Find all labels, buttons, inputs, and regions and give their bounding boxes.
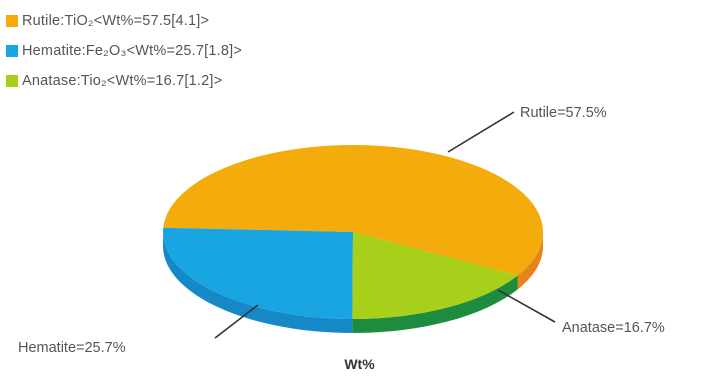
leader-line-rutile bbox=[447, 111, 515, 153]
legend-swatch-anatase bbox=[6, 75, 18, 87]
leader-line-hematite bbox=[214, 304, 259, 339]
chart-title: Wt% bbox=[344, 356, 375, 372]
pie-side-rutile bbox=[517, 232, 543, 290]
legend-label-hematite: Hematite:Fe₂O₃<Wt%=25.7[1.8]> bbox=[22, 43, 243, 59]
slice-label-rutile: Rutile=57.5% bbox=[520, 105, 607, 121]
pie-side-hematite bbox=[163, 232, 353, 333]
legend-item-anatase: Anatase:Tio₂<Wt%=16.7[1.2]> bbox=[6, 66, 242, 96]
legend-label-rutile: Rutile:TiO₂<Wt%=57.5[4.1]> bbox=[22, 13, 210, 29]
pie-slice-rutile bbox=[163, 144, 544, 276]
chart-legend: Rutile:TiO₂<Wt%=57.5[4.1]> Hematite:Fe₂O… bbox=[6, 6, 242, 96]
legend-swatch-rutile bbox=[6, 15, 18, 27]
pie-slice-hematite bbox=[163, 227, 353, 319]
leader-line-anatase bbox=[497, 289, 556, 323]
slice-label-anatase: Anatase=16.7% bbox=[562, 320, 665, 336]
legend-label-anatase: Anatase:Tio₂<Wt%=16.7[1.2]> bbox=[22, 73, 223, 89]
slice-label-hematite: Hematite=25.7% bbox=[18, 340, 126, 356]
legend-item-hematite: Hematite:Fe₂O₃<Wt%=25.7[1.8]> bbox=[6, 36, 242, 66]
legend-item-rutile: Rutile:TiO₂<Wt%=57.5[4.1]> bbox=[6, 6, 242, 36]
pie-slice-anatase bbox=[352, 232, 518, 320]
legend-swatch-hematite bbox=[6, 45, 18, 57]
pie-side-anatase bbox=[352, 275, 518, 334]
